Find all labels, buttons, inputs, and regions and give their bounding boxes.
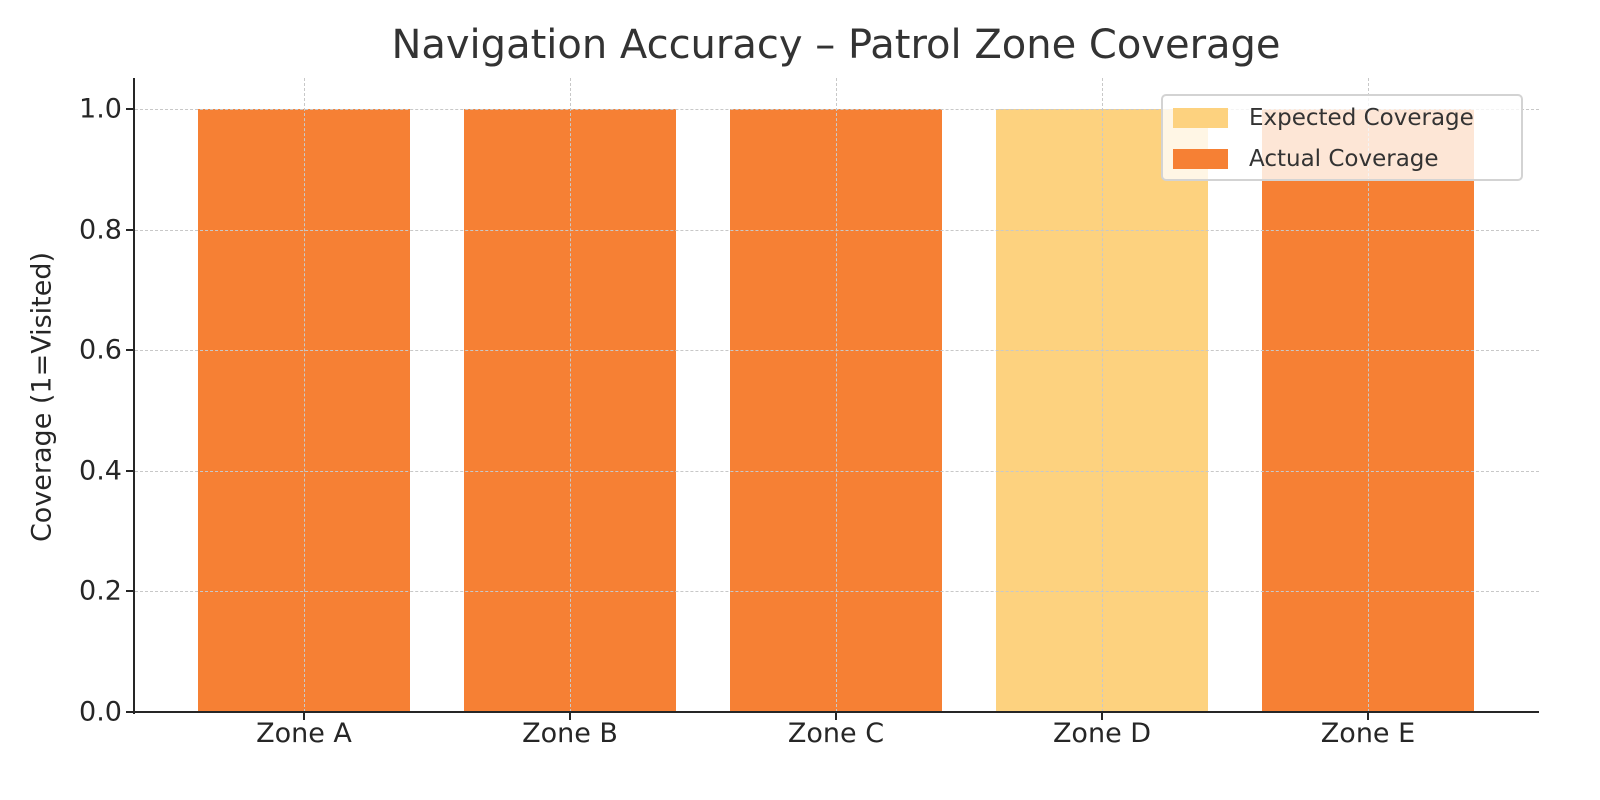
grid-line-vertical (836, 78, 837, 712)
grid-line-vertical (1102, 78, 1103, 712)
grid-line-horizontal (135, 350, 1539, 352)
y-tick-mark (126, 469, 134, 472)
y-tick-label: 1.0 (79, 93, 122, 125)
x-tick-label: Zone A (256, 718, 352, 749)
grid-line-horizontal (135, 229, 1539, 231)
legend-swatch-actual (1173, 149, 1228, 169)
grid-line-vertical (304, 78, 305, 712)
x-tick-mark (835, 712, 837, 720)
legend: Expected Coverage Actual Coverage (1161, 94, 1523, 181)
grid-line-horizontal (135, 591, 1539, 593)
legend-label-expected: Expected Coverage (1249, 105, 1474, 131)
x-tick-label: Zone B (522, 718, 618, 749)
x-tick-label: Zone C (787, 718, 885, 749)
x-tick-label: Zone E (1320, 718, 1416, 749)
legend-item-expected: Expected Coverage (1173, 105, 1474, 131)
legend-swatch-expected (1173, 108, 1228, 128)
x-tick-mark (1367, 712, 1369, 720)
chart-title: Navigation Accuracy – Patrol Zone Covera… (391, 22, 1281, 68)
grid-line-vertical (570, 78, 571, 712)
x-tick-label: Zone D (1052, 718, 1152, 749)
y-tick-label: 0.2 (79, 575, 122, 607)
y-tick-mark (126, 108, 134, 110)
y-tick-label: 0.6 (79, 334, 122, 366)
grid-line-horizontal (135, 470, 1539, 472)
x-tick-mark (569, 712, 571, 720)
plot-area (135, 78, 1539, 712)
y-tick-mark (126, 711, 134, 713)
y-tick-mark (126, 228, 134, 231)
y-tick-label: 0.4 (79, 455, 122, 487)
grid-line-horizontal (135, 109, 1539, 110)
y-axis-line (133, 78, 135, 714)
legend-label-actual: Actual Coverage (1249, 146, 1439, 172)
y-tick-label: 0.0 (79, 696, 122, 728)
legend-item-actual: Actual Coverage (1173, 146, 1439, 172)
y-tick-mark (126, 349, 134, 352)
x-tick-mark (1101, 712, 1103, 720)
y-tick-mark (126, 590, 134, 593)
y-axis-label: Coverage (1=Visited) (26, 251, 58, 543)
y-tick-label: 0.8 (79, 214, 122, 246)
grid-line-vertical (1368, 78, 1369, 712)
x-tick-mark (303, 712, 305, 720)
